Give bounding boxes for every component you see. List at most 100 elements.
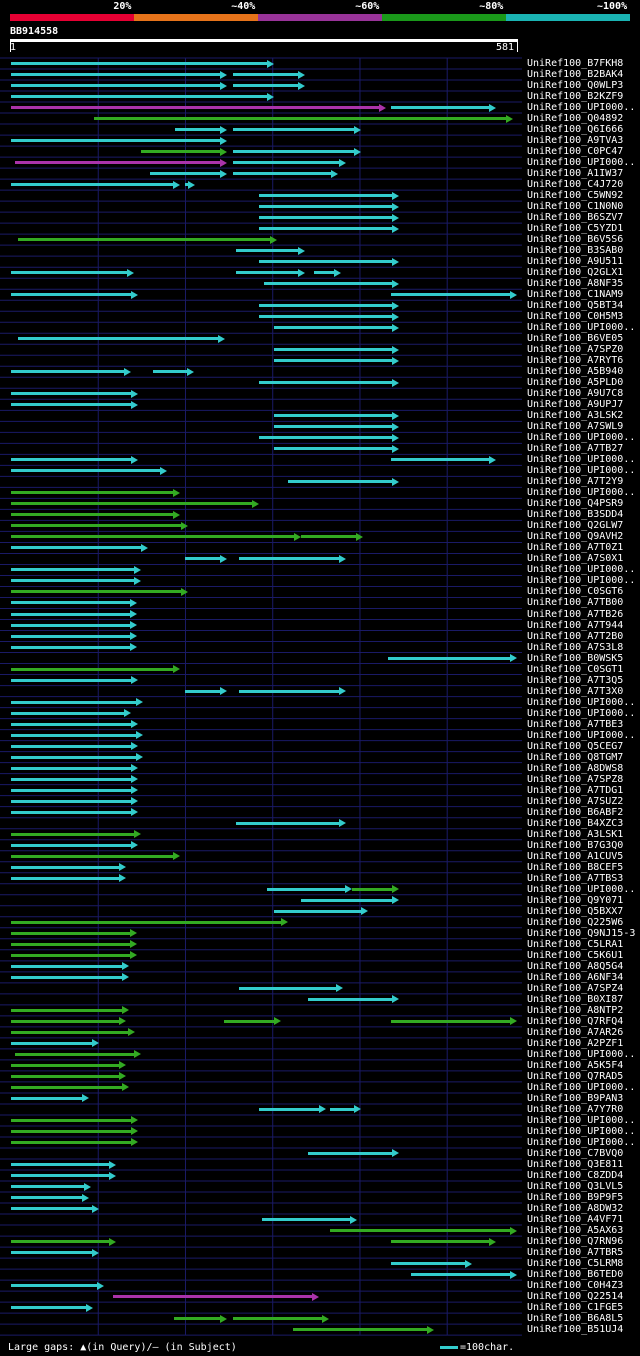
hit-label[interactable]: UniRef100_Q2GLW7 — [527, 520, 624, 532]
hit-segment[interactable] — [11, 1251, 94, 1255]
hit-segment[interactable] — [11, 513, 175, 517]
hit-segment[interactable] — [11, 953, 131, 957]
hit-segment[interactable] — [258, 205, 394, 209]
hit-segment[interactable] — [11, 1174, 110, 1177]
hit-segment[interactable] — [11, 865, 121, 869]
hit-segment[interactable] — [11, 931, 131, 935]
hit-label[interactable]: UniRef100_UPI000.. — [527, 432, 636, 444]
hit-label[interactable]: UniRef100_C1FGE5 — [527, 1302, 624, 1314]
hit-label[interactable]: UniRef100_UPI000.. — [527, 564, 636, 576]
hit-label[interactable]: UniRef100_A7TB26 — [527, 608, 624, 620]
hit-label[interactable]: UniRef100_A8DWS8 — [527, 762, 624, 774]
hit-label[interactable]: UniRef100_UPI000.. — [527, 465, 636, 477]
hit-segment[interactable] — [300, 535, 358, 539]
hit-segment[interactable] — [274, 326, 394, 330]
hit-segment[interactable] — [232, 161, 340, 165]
hit-label[interactable]: UniRef100_A8DW32 — [527, 1203, 624, 1215]
hit-label[interactable]: UniRef100_A7SPZ8 — [527, 773, 624, 785]
hit-label[interactable]: UniRef100_C0SGT6 — [527, 586, 624, 598]
hit-segment[interactable] — [11, 568, 135, 572]
hit-segment[interactable] — [11, 1063, 121, 1067]
hit-segment[interactable] — [387, 656, 511, 660]
hit-label[interactable]: UniRef100_A5AX63 — [527, 1225, 624, 1237]
hit-label[interactable]: UniRef100_A7T2B0 — [527, 630, 624, 642]
hit-label[interactable]: UniRef100_Q3E811 — [527, 1159, 624, 1170]
hit-segment[interactable] — [11, 788, 133, 792]
hit-segment[interactable] — [11, 590, 183, 594]
hit-label[interactable]: UniRef100_A7S0X1 — [527, 553, 624, 565]
hit-segment[interactable] — [11, 1085, 123, 1089]
hit-label[interactable]: UniRef100_B51UJ4 — [527, 1324, 624, 1336]
hit-segment[interactable] — [330, 1107, 355, 1111]
hit-segment[interactable] — [11, 810, 133, 814]
hit-segment[interactable] — [11, 139, 222, 143]
hit-segment[interactable] — [11, 678, 133, 682]
hit-label[interactable]: UniRef100_A7TBS3 — [527, 872, 624, 884]
hit-label[interactable]: UniRef100_Q7RN96 — [527, 1236, 624, 1248]
hit-segment[interactable] — [11, 293, 133, 297]
hit-segment[interactable] — [11, 1129, 133, 1133]
hit-label[interactable]: UniRef100_A9U7C8 — [527, 388, 624, 400]
hit-segment[interactable] — [238, 986, 338, 990]
hit-label[interactable]: UniRef100_Q4PSR9 — [527, 498, 624, 510]
hit-segment[interactable] — [17, 238, 272, 242]
hit-segment[interactable] — [258, 260, 394, 264]
hit-label[interactable]: UniRef100_A7SPZ0 — [527, 344, 624, 356]
hit-segment[interactable] — [292, 1328, 429, 1332]
hit-segment[interactable] — [11, 942, 131, 946]
hit-segment[interactable] — [411, 1273, 511, 1277]
hit-label[interactable]: UniRef100_A5B940 — [527, 366, 624, 378]
hit-segment[interactable] — [232, 84, 299, 88]
hit-segment[interactable] — [11, 469, 162, 473]
hit-label[interactable]: UniRef100_B7G3Q0 — [527, 839, 624, 851]
hit-label[interactable]: UniRef100_A7T944 — [527, 619, 624, 631]
hit-label[interactable]: UniRef100_Q2GLX1 — [527, 267, 624, 279]
hit-segment[interactable] — [274, 359, 394, 363]
hit-label[interactable]: UniRef100_A9TVA3 — [527, 135, 624, 147]
hit-label[interactable]: UniRef100_A7TBR5 — [527, 1247, 624, 1259]
hit-label[interactable]: UniRef100_C0H5M3 — [527, 311, 624, 323]
hit-label[interactable]: UniRef100_Q6I666 — [527, 124, 624, 136]
hit-label[interactable]: UniRef100_C5WN92 — [527, 190, 624, 202]
hit-segment[interactable] — [274, 447, 394, 451]
hit-segment[interactable] — [274, 425, 394, 429]
hit-label[interactable]: UniRef100_Q04892 — [527, 113, 624, 125]
hit-label[interactable]: UniRef100_A1CUV5 — [527, 850, 624, 862]
hit-label[interactable]: UniRef100_Q5BT34 — [527, 300, 624, 312]
hit-label[interactable]: UniRef100_UPI000.. — [527, 1048, 636, 1060]
hit-segment[interactable] — [113, 1295, 313, 1299]
hit-segment[interactable] — [330, 1229, 511, 1233]
hit-segment[interactable] — [17, 337, 219, 341]
hit-segment[interactable] — [258, 436, 394, 440]
hit-segment[interactable] — [11, 403, 133, 407]
hit-segment[interactable] — [11, 579, 135, 583]
hit-label[interactable]: UniRef100_A7Y7R0 — [527, 1103, 624, 1115]
hit-label[interactable]: UniRef100_C0H4Z3 — [527, 1280, 624, 1292]
hit-segment[interactable] — [11, 964, 123, 968]
hit-segment[interactable] — [258, 216, 394, 220]
hit-segment[interactable] — [11, 183, 175, 187]
hit-segment[interactable] — [11, 1196, 83, 1200]
hit-label[interactable]: UniRef100_C5LRA1 — [527, 938, 624, 950]
hit-label[interactable]: UniRef100_UPI000.. — [527, 696, 636, 708]
hit-segment[interactable] — [11, 370, 125, 374]
hit-segment[interactable] — [11, 601, 131, 605]
hit-label[interactable]: UniRef100_Q9NJ15-3 — [527, 927, 636, 939]
hit-segment[interactable] — [390, 106, 491, 110]
hit-segment[interactable] — [258, 1107, 320, 1111]
hit-segment[interactable] — [175, 128, 222, 132]
hit-segment[interactable] — [258, 194, 394, 198]
hit-label[interactable]: UniRef100_B6TED0 — [527, 1269, 624, 1281]
hit-segment[interactable] — [174, 1317, 222, 1321]
hit-label[interactable]: UniRef100_B6ABF2 — [527, 806, 624, 818]
hit-segment[interactable] — [11, 95, 269, 99]
hit-segment[interactable] — [238, 689, 340, 693]
hit-segment[interactable] — [11, 1163, 110, 1166]
hit-label[interactable]: UniRef100_UPI000.. — [527, 883, 636, 895]
hit-segment[interactable] — [184, 183, 190, 187]
hit-label[interactable]: UniRef100_UPI000.. — [527, 322, 636, 334]
hit-segment[interactable] — [11, 766, 133, 770]
hit-segment[interactable] — [236, 821, 340, 825]
hit-segment[interactable] — [11, 1030, 129, 1034]
hit-label[interactable]: UniRef100_UPI000.. — [527, 1081, 636, 1093]
